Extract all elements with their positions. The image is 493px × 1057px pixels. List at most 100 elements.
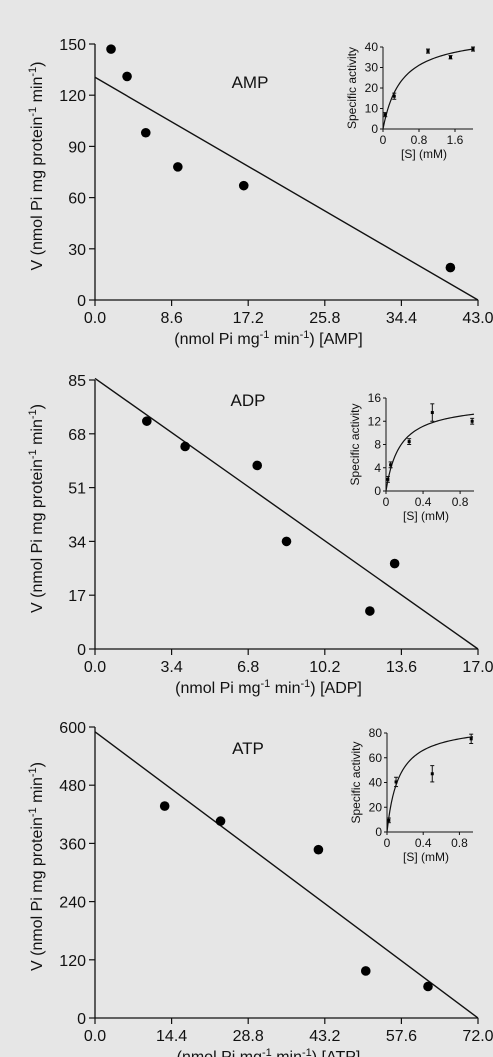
x-tick-label: 25.8: [309, 310, 340, 327]
inset-data-point: [389, 463, 393, 467]
x-axis-label: (nmol Pi mg-1 min-1) [ADP]: [175, 678, 362, 697]
y-tick-label: 17: [68, 588, 86, 605]
label-part: min: [269, 331, 299, 348]
data-point: [122, 71, 132, 82]
x-tick-label: 14.4: [156, 1028, 187, 1045]
chart-panel-amp: 0 30 60 90 120 150 0.0 8.6 17.2 25.8 34.4 43.0 (nmol…: [27, 37, 493, 348]
y-tick-label: 0: [77, 1011, 86, 1028]
inset-y-tick-label: 12: [368, 414, 382, 428]
label-part: -1: [27, 807, 39, 817]
y-tick-label: 480: [59, 778, 86, 795]
inset-data-point: [430, 772, 434, 776]
inset-y-tick-label: 10: [365, 102, 379, 116]
y-tick-label: 34: [68, 534, 86, 551]
data-point: [252, 460, 263, 471]
label-part: -1: [261, 678, 271, 690]
inset-x-tick-label: 0.4: [415, 836, 432, 850]
y-tick-label: 120: [59, 953, 86, 970]
x-tick-label: 34.4: [386, 310, 417, 327]
inset-x-tick-label: 0.8: [411, 133, 428, 147]
label-part: -1: [300, 329, 310, 341]
label-part: ) [ATP]: [312, 1049, 361, 1057]
data-point: [142, 416, 152, 426]
label-part: -1: [302, 1047, 312, 1057]
data-point: [180, 441, 190, 452]
x-tick-label: 8.6: [160, 310, 182, 327]
y-axis-label: V (nmol Pi mg protein-1 min-1): [27, 404, 46, 613]
y-axis-label: V (nmol Pi mg protein-1 min-1): [27, 762, 46, 971]
inset-data-point: [469, 737, 473, 741]
label-part: ): [29, 762, 46, 767]
inset-y-tick-label: 80: [369, 726, 383, 740]
label-part: V (nmol Pi mg protein: [29, 459, 46, 613]
inset-plot: 0 4 8 12 16 0 0.4 0.8[S] (mM) Specific activity: [348, 391, 475, 523]
x-tick-label: 17.0: [462, 659, 493, 676]
data-point: [173, 162, 183, 172]
label-part: (nmol Pi mg: [177, 1049, 262, 1057]
x-tick-label: 17.2: [233, 310, 264, 327]
label-part: -1: [27, 67, 39, 77]
label-part: min: [29, 777, 46, 807]
label-part: min: [270, 680, 300, 697]
regression-line: [94, 377, 479, 650]
inset-y-tick-label: 40: [365, 40, 379, 54]
inset-fit-curve: [386, 736, 474, 833]
label-part: -1: [27, 409, 39, 419]
x-tick-label: 10.2: [309, 659, 340, 676]
y-tick-label: 30: [68, 242, 86, 259]
label-part: ) [AMP]: [309, 331, 362, 348]
y-tick-label: 600: [59, 720, 86, 737]
inset-x-tick-label: 0: [384, 836, 391, 850]
inset-x-tick-label: 0.8: [452, 495, 469, 509]
inset-y-tick-label: 16: [368, 391, 382, 405]
x-tick-label: 72.0: [462, 1028, 493, 1045]
inset-data-point: [471, 47, 475, 51]
inset-data-point: [383, 113, 387, 117]
inset-plot: 0 10 20 30 40 0 0.8 1.6[S] (mM) Specific activit…: [345, 40, 475, 161]
inset-x-axis-label: [S] (mM): [403, 509, 449, 523]
label-part: min: [29, 77, 46, 107]
chart-panel-atp: 01202403604806000.014.428.843.257.672.0(…: [27, 720, 493, 1057]
inset-y-tick-label: 0: [374, 484, 381, 498]
inset-y-tick-label: 60: [369, 751, 383, 765]
inset-y-tick-label: 4: [374, 461, 381, 475]
x-axis-label: (nmol Pi mg-1 min-1) [ATP]: [177, 1047, 361, 1057]
data-point: [159, 801, 170, 811]
inset-y-tick-label: 8: [374, 438, 381, 452]
label-part: min: [29, 419, 46, 449]
data-point: [281, 536, 292, 547]
label-part: -1: [262, 1047, 272, 1057]
inset-x-tick-label: 1.6: [447, 133, 464, 147]
inset-data-point: [392, 94, 396, 98]
label-part: (nmol Pi mg: [174, 331, 259, 348]
label-part: min: [272, 1049, 302, 1057]
y-tick-label: 240: [59, 895, 86, 912]
label-part: -1: [27, 107, 39, 117]
panel-title: ADP: [231, 391, 266, 410]
y-tick-label: 85: [68, 373, 86, 390]
y-tick-label: 120: [59, 88, 86, 105]
data-point: [445, 262, 456, 273]
inset-x-tick-label: 0.8: [451, 836, 468, 850]
y-tick-label: 0: [77, 642, 86, 659]
label-part: ): [29, 62, 46, 67]
x-tick-label: 13.6: [386, 659, 417, 676]
inset-data-point: [407, 440, 411, 444]
inset-data-point: [394, 780, 398, 784]
y-tick-label: 360: [59, 836, 86, 853]
inset-data-point: [449, 55, 452, 59]
y-tick-label: 0: [77, 293, 86, 310]
data-point: [389, 558, 400, 569]
label-part: -1: [301, 678, 311, 690]
x-tick-label: 57.6: [386, 1028, 417, 1045]
inset-x-tick-label: 0: [383, 495, 390, 509]
x-tick-label: 6.8: [237, 659, 259, 676]
inset-y-axis-label: Specific activity: [345, 47, 359, 129]
inset-fit-curve: [385, 413, 475, 492]
inset-y-tick-label: 20: [365, 81, 379, 95]
inset-x-tick-label: 0: [380, 133, 387, 147]
inset-data-point: [386, 477, 390, 481]
chart-panel-adp: 0 17 34 51 68 85 0.0 3.4 6.8 10.2 13.6 17.0 (nmol Pi…: [27, 373, 493, 697]
data-point: [423, 981, 433, 992]
